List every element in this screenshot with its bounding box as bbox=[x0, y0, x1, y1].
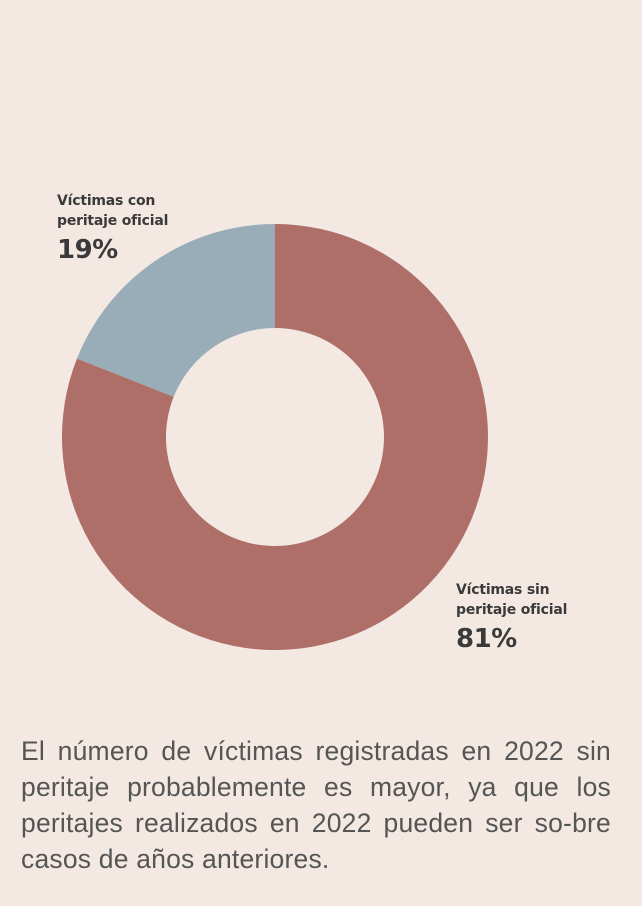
label-victimas-sin-peritaje: Víctimas sin peritaje oficial 81% bbox=[456, 580, 606, 656]
label-sin-name-line2: peritaje oficial bbox=[456, 602, 568, 618]
slice-con-peritaje bbox=[76, 224, 275, 397]
donut-slices bbox=[61, 224, 488, 651]
label-sin-percent: 81% bbox=[456, 624, 517, 654]
label-sin-name-line1: Víctimas sin bbox=[456, 582, 550, 598]
label-con-percent: 19% bbox=[57, 235, 118, 265]
label-con-name-line2: peritaje oficial bbox=[57, 213, 169, 229]
slice-sin-peritaje bbox=[61, 224, 488, 651]
label-victimas-con-peritaje: Víctimas con peritaje oficial 19% bbox=[57, 191, 207, 267]
donut-chart bbox=[61, 224, 488, 651]
label-con-name-line1: Víctimas con bbox=[57, 193, 156, 209]
caption-text: El número de víctimas registradas en 202… bbox=[21, 736, 611, 874]
